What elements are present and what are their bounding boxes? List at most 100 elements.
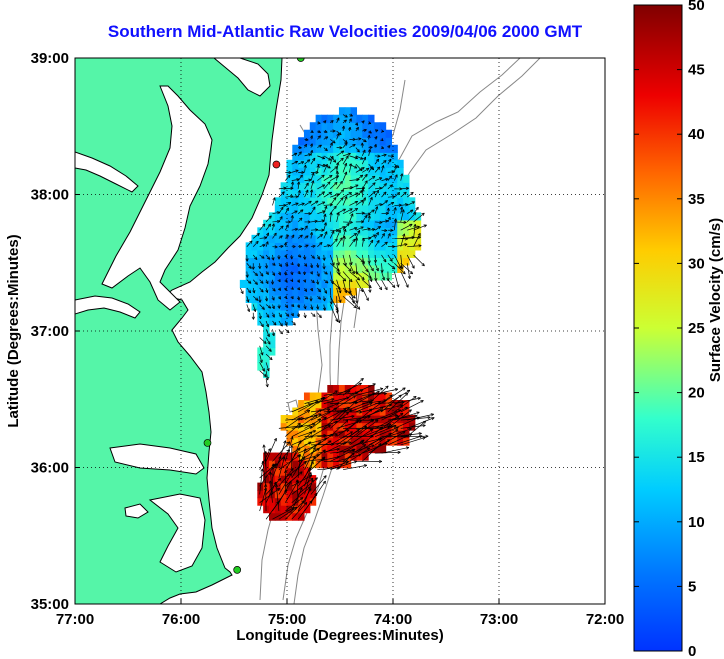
velocity-cell [373, 227, 381, 236]
velocity-cell [274, 234, 282, 243]
velocity-vector [285, 417, 301, 429]
velocity-arrowhead [344, 119, 347, 123]
velocity-arrowhead [353, 306, 357, 309]
velocity-arrowhead [354, 165, 358, 169]
velocity-vector [304, 182, 309, 190]
velocity-arrowhead [287, 313, 290, 317]
velocity-arrowhead [378, 226, 382, 230]
velocity-cell [251, 242, 258, 251]
velocity-cell [391, 144, 398, 153]
velocity-arrowhead [314, 492, 318, 495]
velocity-vector [400, 437, 426, 446]
velocity-arrowhead [388, 207, 390, 211]
velocity-vector [336, 197, 344, 206]
velocity-arrowhead [266, 298, 269, 302]
velocity-arrowhead [338, 262, 340, 266]
velocity-cell [286, 174, 293, 183]
velocity-arrowhead [281, 225, 284, 229]
velocity-arrowhead [409, 428, 412, 431]
velocity-arrowhead [250, 240, 253, 244]
velocity-vector [246, 304, 250, 312]
velocity-arrowhead [267, 377, 269, 381]
velocity-arrowhead [358, 277, 361, 281]
velocity-arrowhead [412, 201, 415, 205]
velocity-arrowhead [299, 471, 303, 473]
velocity-arrowhead [316, 264, 319, 268]
y-axis-label: Latitude (Degrees:Minutes) [5, 234, 22, 427]
velocity-arrowhead [362, 439, 365, 443]
velocity-arrowhead [312, 245, 316, 248]
velocity-arrowhead [405, 446, 410, 448]
velocity-vector [329, 296, 339, 311]
velocity-arrowhead [271, 223, 275, 227]
velocity-cell [362, 152, 369, 161]
velocity-cell [321, 234, 328, 243]
velocity-arrowhead [353, 395, 356, 399]
velocity-cell [356, 415, 363, 424]
velocity-arrowhead [258, 299, 261, 303]
velocity-arrowhead [361, 120, 365, 123]
velocity-vector [329, 142, 333, 148]
velocity-cell [274, 197, 282, 206]
velocity-cell [292, 242, 299, 251]
velocity-cell [263, 302, 270, 311]
velocity-arrowhead [358, 454, 362, 457]
velocity-cell [368, 385, 375, 394]
velocity-cell [286, 467, 293, 476]
velocity-arrowhead [296, 264, 300, 267]
velocity-cell [268, 460, 276, 469]
velocity-vector [323, 205, 327, 214]
velocity-cell [327, 452, 334, 461]
velocity-cell [338, 437, 346, 446]
velocity-arrowhead [245, 274, 248, 278]
velocity-arrowhead [312, 157, 316, 160]
velocity-cell [321, 287, 328, 296]
velocity-cell [327, 422, 334, 431]
velocity-arrowhead [333, 197, 337, 200]
velocity-vector [291, 456, 306, 479]
velocity-cell [263, 467, 270, 476]
velocity-vector [278, 320, 283, 327]
velocity-arrowhead [355, 184, 359, 188]
velocity-cell [321, 114, 328, 123]
velocity-vector [381, 254, 387, 263]
velocity-arrowhead [299, 217, 303, 220]
velocity-arrowhead [324, 307, 327, 311]
velocity-vector [330, 431, 353, 446]
velocity-arrowhead [345, 139, 348, 143]
velocity-vector [278, 225, 284, 231]
velocity-cell [344, 167, 352, 176]
velocity-cell [344, 234, 352, 243]
velocity-vector [297, 217, 303, 223]
velocity-arrowhead [415, 206, 419, 209]
velocity-arrowhead [278, 315, 282, 318]
velocity-arrowhead [301, 161, 305, 165]
velocity-cell [303, 287, 311, 296]
velocity-cell [385, 144, 393, 153]
velocity-vector [263, 444, 267, 470]
velocity-arrowhead [417, 207, 419, 211]
x-tick-label: 76:00 [162, 611, 200, 628]
velocity-arrowhead [260, 468, 263, 472]
velocity-cell [263, 264, 270, 273]
velocity-vector [407, 413, 434, 421]
velocity-vector [349, 232, 357, 239]
velocity-cell [321, 167, 328, 176]
velocity-arrowhead [248, 282, 252, 284]
velocity-cell [315, 249, 323, 258]
velocity-arrowhead [273, 332, 276, 337]
velocity-cell [373, 197, 381, 206]
velocity-arrowhead [401, 401, 405, 404]
velocity-vector [297, 174, 303, 181]
velocity-vector [297, 488, 312, 512]
velocity-arrowhead [387, 277, 390, 281]
velocity-vector [329, 287, 332, 305]
velocity-vector [349, 383, 376, 396]
velocity-cell [350, 407, 358, 416]
velocity-cell [379, 129, 387, 138]
velocity-vector [387, 254, 393, 262]
velocity-cell [397, 407, 404, 416]
velocity-arrowhead [285, 264, 289, 267]
velocity-cell [385, 234, 393, 243]
velocity-cell [344, 392, 352, 401]
